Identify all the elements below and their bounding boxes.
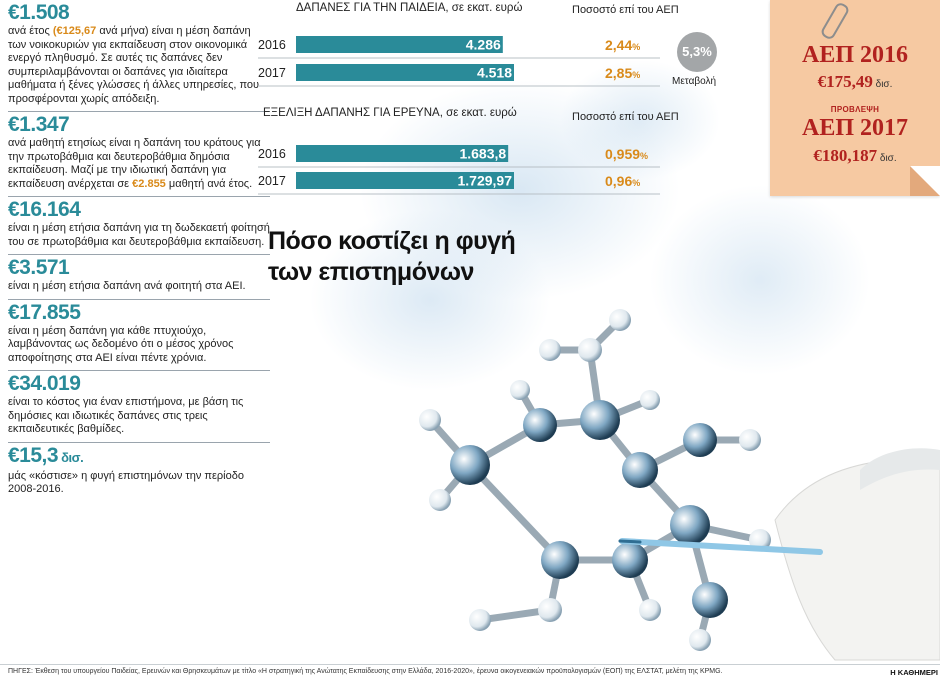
gdp-2017-label: ΑΕΠ 2017 xyxy=(801,115,908,141)
bar-category-label: 2017 xyxy=(258,174,286,188)
page-fold xyxy=(910,166,940,196)
stat-block: €1.347 ανά μαθητή ετησίως είναι η δαπάνη … xyxy=(8,112,270,197)
bar-value-label: 1.729,97 xyxy=(458,173,513,189)
title-line-1: Πόσο κοστίζει η φυγή xyxy=(268,227,516,255)
hand-with-pen xyxy=(618,448,940,661)
stat-value: €34.019 xyxy=(8,372,81,395)
change-label: Μεταβολή xyxy=(672,76,717,87)
stat-value: €1.347 xyxy=(8,113,70,136)
stat-value: €1.508 xyxy=(8,1,70,24)
pct-of-gdp-label: 2,85% xyxy=(605,65,640,81)
stats-column: €1.508 ανά έτος (€125,67 ανά μήνα) είναι … xyxy=(8,0,270,502)
bar-category-label: 2017 xyxy=(258,66,286,80)
stat-description: ανά μαθητή ετησίως είναι η δαπάνη του κρ… xyxy=(8,137,261,190)
change-badge: 5,3% xyxy=(677,32,717,72)
stat-block: €15,3 δισ. μάς «κόστισε» η φυγή επιστημόν… xyxy=(8,443,270,502)
stat-block: €17.855 είναι η μέση δαπάνη για κάθε πτυχ… xyxy=(8,300,270,371)
bar xyxy=(296,145,509,162)
pct-of-gdp-label: 2,44% xyxy=(605,37,640,53)
bar-value-label: 4.518 xyxy=(477,65,512,81)
bar xyxy=(296,172,514,189)
stat-description: είναι η μέση δαπάνη για κάθε πτυχιούχο, … xyxy=(8,324,234,364)
bar-category-label: 2016 xyxy=(258,38,286,52)
stat-description: ανά έτος (€125,67 ανά μήνα) είναι η μέση… xyxy=(8,25,260,105)
forecast-label: ΠΡΟΒΛΕΨΗ xyxy=(830,105,880,114)
footer-divider xyxy=(0,664,940,665)
stat-block: €34.019 είναι το κόστος για έναν επιστήμο… xyxy=(8,371,270,443)
bar-value-label: 4.286 xyxy=(466,37,501,53)
bar-category-label: 2016 xyxy=(258,147,286,161)
gdp-2016-label: ΑΕΠ 2016 xyxy=(801,42,908,68)
stat-value: €3.571 xyxy=(8,256,70,279)
stat-value: €17.855 xyxy=(8,300,81,324)
stat-description: είναι η μέση ετήσια δαπάνη ανά φοιτητή σ… xyxy=(8,280,246,292)
chart1-title: ΔΑΠΑΝΕΣ ΓΙΑ ΤΗΝ ΠΑΙΔΕΙΑ, σε εκατ. ευρώ xyxy=(296,2,523,14)
stat-value: €16.164 xyxy=(8,198,81,221)
chart1-pct-header: Ποσοστό επί του ΑΕΠ xyxy=(572,4,679,16)
stat-block: €16.164 είναι η μέση ετήσια δαπάνη για τη… xyxy=(8,197,270,255)
stat-description: είναι η μέση ετήσια δαπάνη για τη δωδεκα… xyxy=(8,222,270,248)
stat-block: €1.508 ανά έτος (€125,67 ανά μήνα) είναι … xyxy=(8,0,270,112)
chart2-pct-header: Ποσοστό επί του ΑΕΠ xyxy=(572,111,679,123)
stat-value: €15,3 δισ. xyxy=(8,443,84,467)
stat-description: είναι το κόστος για έναν επιστήμονα, με … xyxy=(8,396,244,435)
title-line-2: των επιστημόνων xyxy=(268,258,474,286)
publisher-logo: Η ΚΑΘΗΜΕΡΙ xyxy=(890,668,938,677)
gdp-note: ΑΕΠ 2016 €175,49 δισ. ΠΡΟΒΛΕΨΗ ΑΕΠ 2017 … xyxy=(770,0,940,196)
gdp-2017-value: €180,187 δισ. xyxy=(813,146,897,165)
sources-note: ΠΗΓΕΣ: Έκθεση του υπουργείου Παιδείας, Ε… xyxy=(8,668,723,675)
bar xyxy=(296,64,514,81)
pct-of-gdp-label: 0,96% xyxy=(605,173,640,189)
pct-of-gdp-label: 0,959% xyxy=(605,146,648,162)
stat-block: €3.571 είναι η μέση ετήσια δαπάνη ανά φοι… xyxy=(8,255,270,300)
bar-value-label: 1.683,8 xyxy=(459,146,506,162)
page-title: Πόσο κοστίζει η φυγή των επιστημόνων xyxy=(268,226,516,288)
bar xyxy=(296,36,503,53)
chart2-title: ΕΞΕΛΙΞΗ ΔΑΠΑΝΗΣ ΓΙΑ ΕΡΕΥΝΑ, σε εκατ. ευρ… xyxy=(263,107,517,119)
gdp-2016-value: €175,49 δισ. xyxy=(817,72,893,91)
stat-description: μάς «κόστισε» η φυγή επιστημόνων την περ… xyxy=(8,469,244,496)
